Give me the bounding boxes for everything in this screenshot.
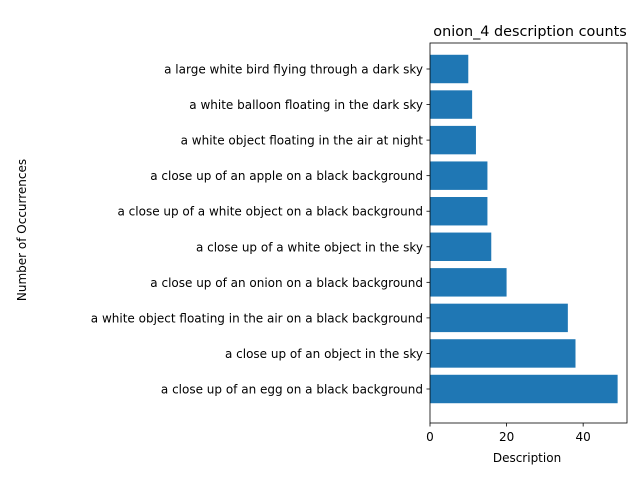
chart-title: onion_4 description counts xyxy=(433,24,626,40)
y-tick-label: a large white bird flying through a dark… xyxy=(164,63,423,77)
y-tick-label: a close up of an object in the sky xyxy=(225,347,423,361)
bar xyxy=(430,90,473,119)
x-tick-label: 0 xyxy=(426,430,434,444)
bar xyxy=(430,303,568,333)
x-tick-label: 20 xyxy=(499,430,514,444)
y-tick-label: a close up of an onion on a black backgr… xyxy=(150,276,423,290)
y-tick-label: a white balloon floating in the dark sky xyxy=(189,98,423,112)
bar xyxy=(430,54,469,84)
y-axis-label: Number of Occurrences xyxy=(15,159,29,301)
bar xyxy=(430,197,488,226)
bar xyxy=(430,339,576,368)
y-tick-label: a close up of a white object in the sky xyxy=(196,240,423,254)
y-tick-label: a close up of a white object on a black … xyxy=(118,205,424,219)
bar xyxy=(430,232,492,261)
y-tick-label: a close up of an apple on a black backgr… xyxy=(150,169,423,183)
y-tick-label: a white object floating in the air on a … xyxy=(91,311,423,325)
bar xyxy=(430,374,618,404)
x-axis-label: Description xyxy=(493,451,561,465)
y-tick-label: a close up of an egg on a black backgrou… xyxy=(161,383,423,397)
plot-area-frame xyxy=(429,42,628,424)
bar xyxy=(430,161,488,190)
y-tick-label: a white object floating in the air at ni… xyxy=(181,134,424,148)
bar xyxy=(430,125,476,155)
bar xyxy=(430,268,507,297)
x-tick-label: 40 xyxy=(576,430,591,444)
